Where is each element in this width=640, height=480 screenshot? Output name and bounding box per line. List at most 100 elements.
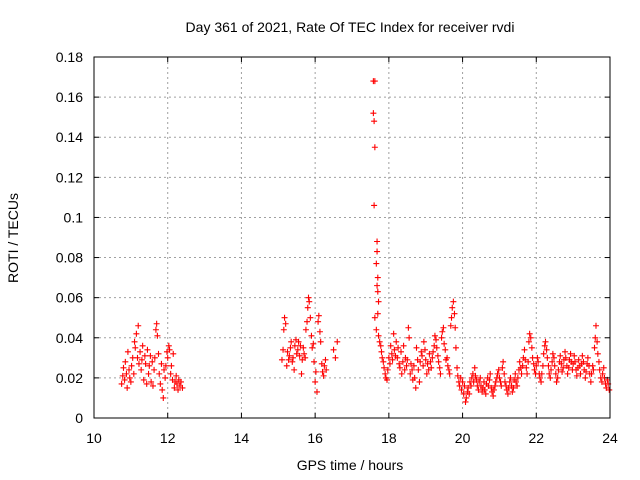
data-point [148,378,155,385]
data-point [171,384,178,391]
data-point [468,374,475,381]
y-tick-label: 0.16 [56,89,83,105]
data-point [482,390,489,397]
data-point [494,370,501,377]
data-point [433,336,440,343]
data-point [446,370,453,377]
data-point [310,340,317,347]
y-tick-label: 0.12 [56,169,83,185]
data-point [319,368,326,375]
data-point [543,346,550,353]
data-point [281,314,288,321]
data-point [157,380,164,387]
y-axis-label: ROTI / TECUs [5,193,21,283]
data-point [555,366,562,373]
data-point [395,344,402,351]
data-point [460,390,467,397]
data-point [166,346,173,353]
data-point [516,358,523,365]
data-point [385,354,392,361]
data-point [433,344,440,351]
data-point [490,386,497,393]
data-point [418,348,425,355]
data-point [431,332,438,339]
data-point [124,348,131,355]
data-point [391,346,398,353]
data-point [412,384,419,391]
data-point [525,338,532,345]
data-point [375,332,382,339]
data-point [296,352,303,359]
data-point [447,322,454,329]
data-point [147,352,154,359]
data-point [373,260,380,267]
data-point [137,348,144,355]
data-point [400,342,407,349]
plot-frame [93,56,611,419]
data-point [381,364,388,371]
data-point [386,360,393,367]
data-point [472,372,479,379]
x-tick-label: 20 [455,430,471,446]
data-point [567,350,574,357]
data-points [118,78,613,405]
data-point [458,386,465,393]
data-point [461,382,468,389]
x-tick-label: 12 [160,430,176,446]
x-axis-label: GPS time / hours [297,457,404,473]
data-point [557,352,564,359]
data-point [280,346,287,353]
data-point [151,366,158,373]
data-point [411,374,418,381]
data-point [374,238,381,245]
data-point [371,78,378,85]
data-point [373,326,380,333]
data-point [315,312,322,319]
data-point [127,378,134,385]
data-point [589,362,596,369]
data-point [287,344,294,351]
data-point [142,360,149,367]
data-point [285,356,292,363]
data-point [540,350,547,357]
data-point [486,376,493,383]
data-point [559,368,566,375]
data-point [595,358,602,365]
data-point [420,338,427,345]
data-point [539,362,546,369]
data-point [123,370,130,377]
data-point [573,372,580,379]
data-point [565,364,572,371]
data-point [393,338,400,345]
y-tick-label: 0.02 [56,370,83,386]
data-point [437,370,444,377]
data-point [501,370,508,377]
data-point [551,362,558,369]
data-point [560,364,567,371]
data-point [398,370,405,377]
data-point [413,344,420,351]
data-point [444,362,451,369]
data-point [175,386,182,393]
data-point [445,366,452,373]
data-point [154,332,161,339]
data-point [579,352,586,359]
data-point [552,370,559,377]
chart-title: Day 361 of 2021, Rate Of TEC Index for r… [186,19,515,35]
data-point [518,370,525,377]
data-point [441,340,448,347]
data-point [124,384,131,391]
data-point [407,370,414,377]
y-tick-label: 0.08 [56,250,83,266]
data-point [495,366,502,373]
data-point [490,392,497,399]
data-point [379,354,386,361]
data-point [531,366,538,373]
data-point [429,354,436,361]
data-point [390,330,397,337]
data-point [440,324,447,331]
data-point [278,356,285,363]
data-point [475,386,482,393]
data-point [582,374,589,381]
data-point [421,346,428,353]
